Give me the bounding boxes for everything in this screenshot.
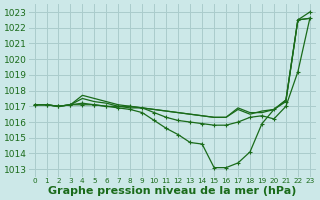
X-axis label: Graphe pression niveau de la mer (hPa): Graphe pression niveau de la mer (hPa) <box>48 186 296 196</box>
